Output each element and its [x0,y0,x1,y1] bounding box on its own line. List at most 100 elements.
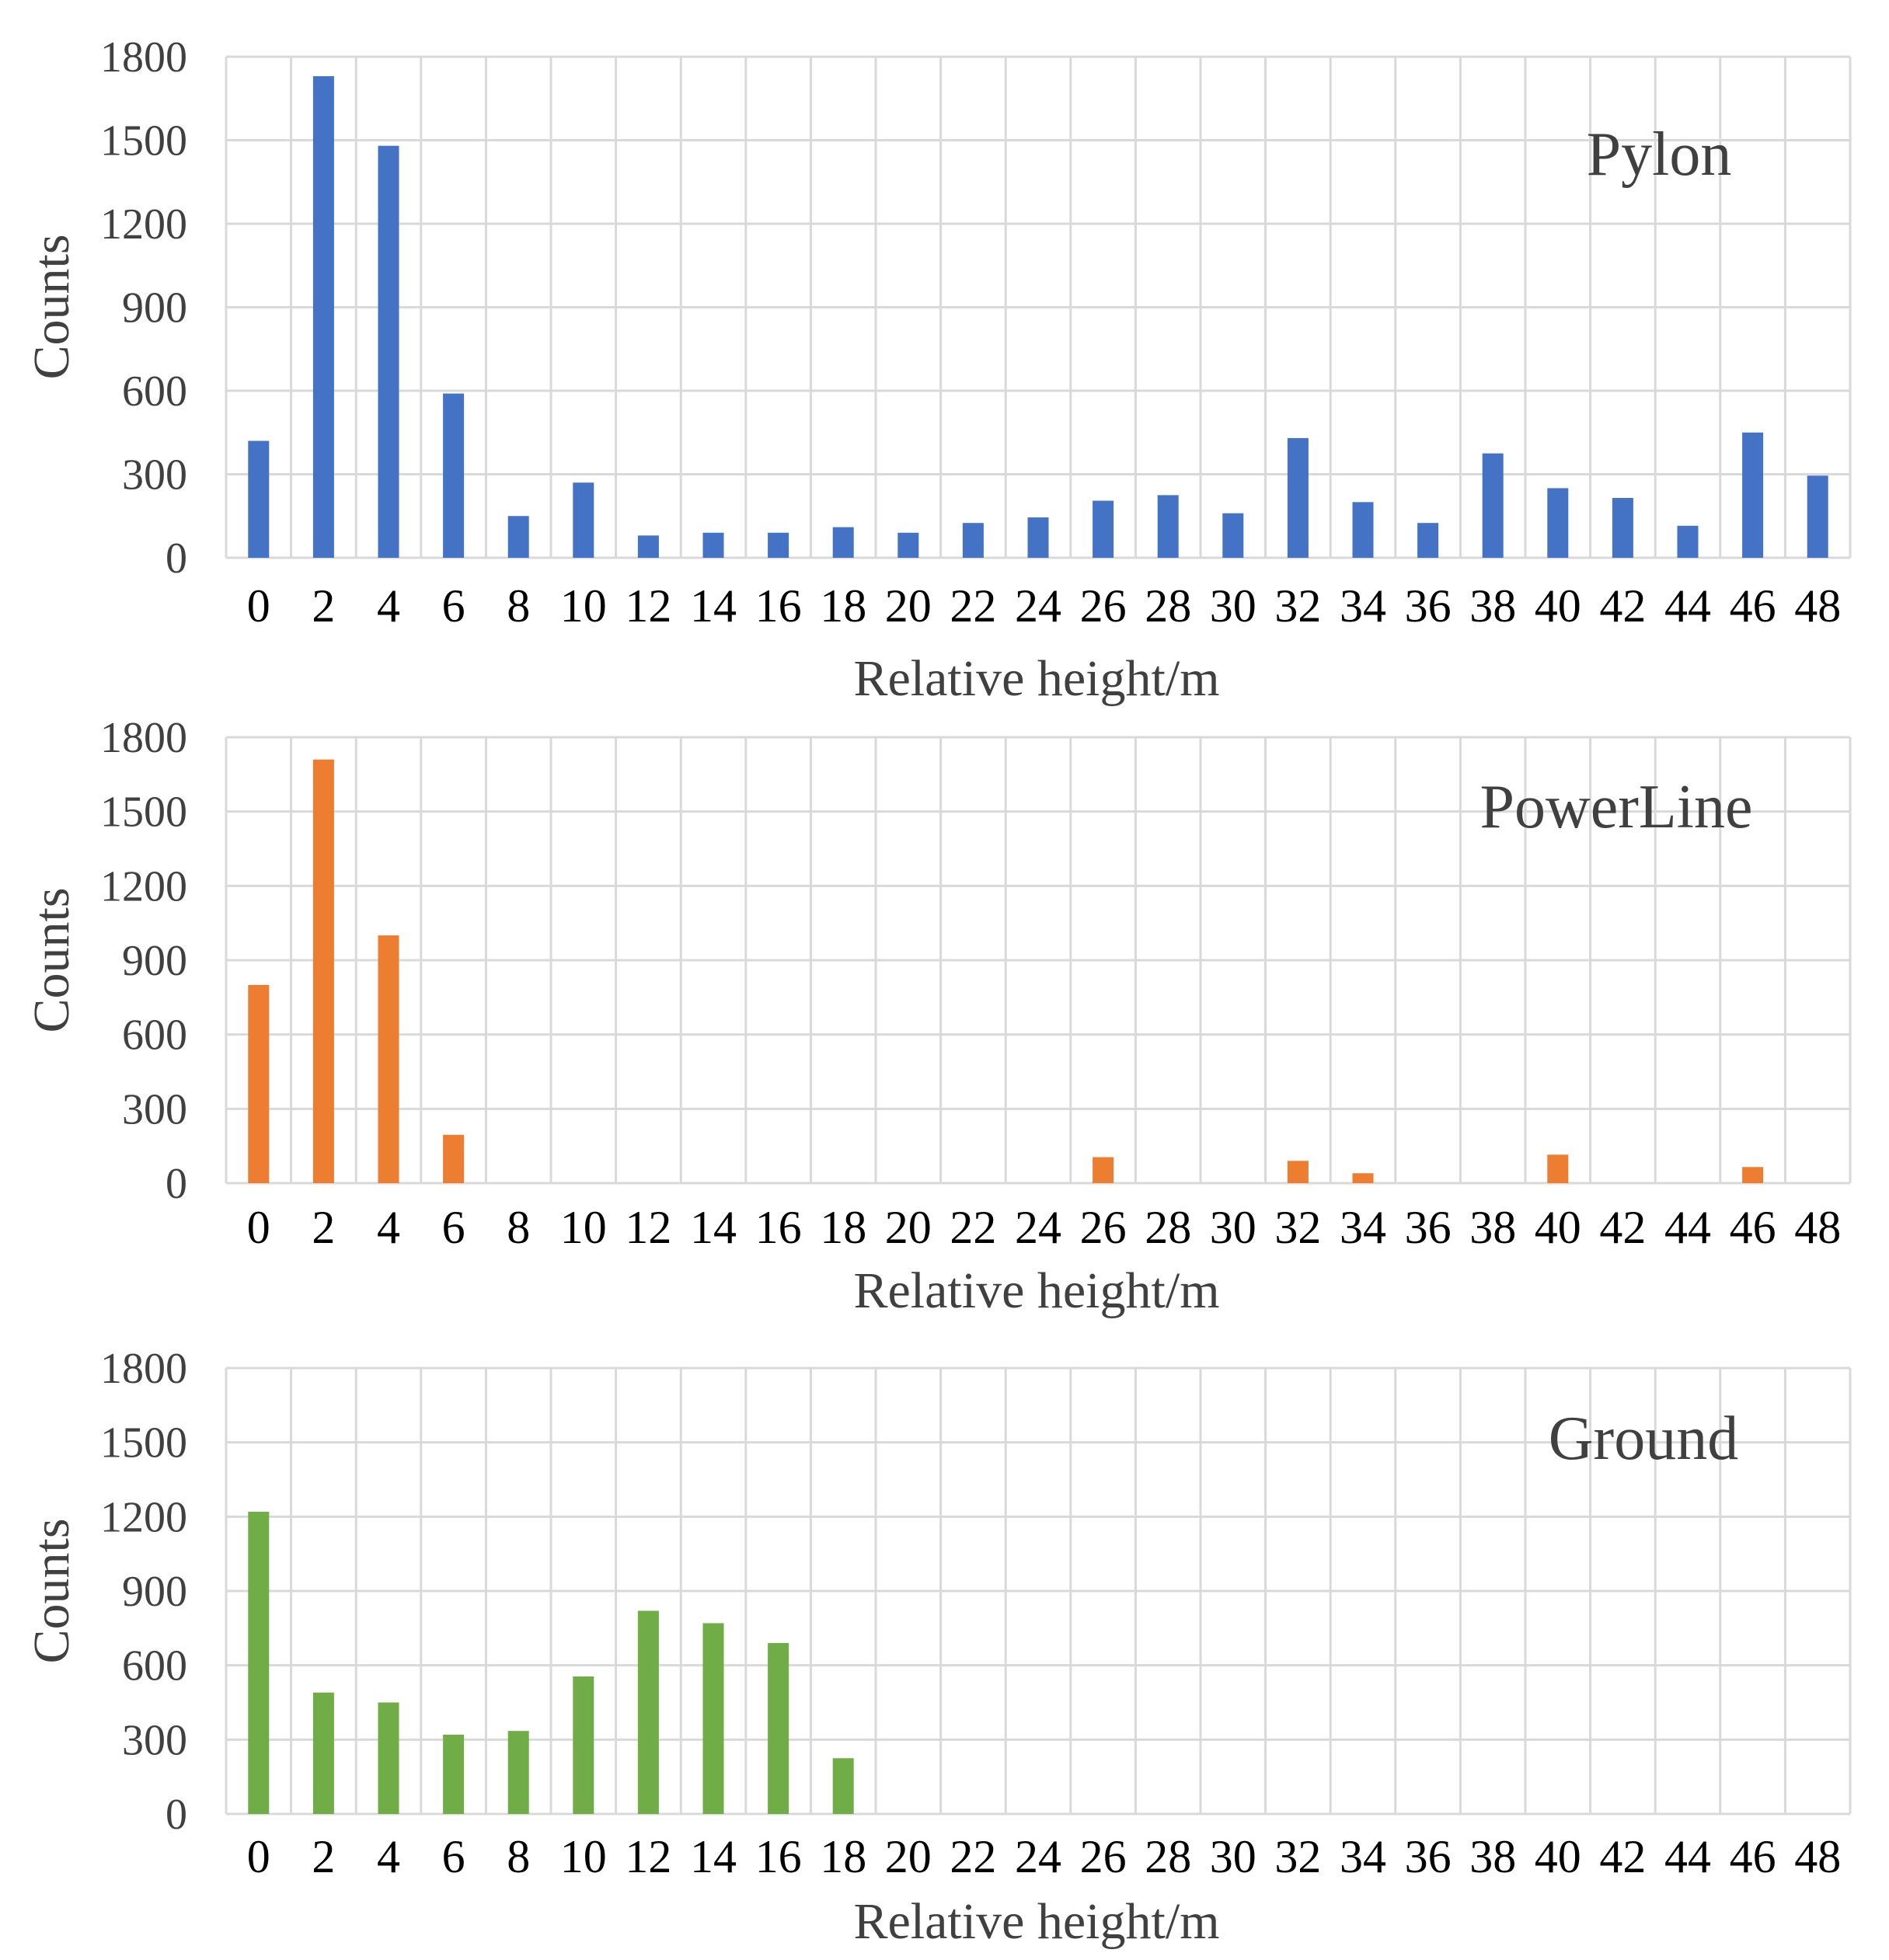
panel-3-bar [443,1734,465,1814]
panel-2-x-tick-label: 26 [1080,1202,1127,1253]
panel-1-x-tick-label: 28 [1145,580,1191,632]
panel-2-x-tick-label: 40 [1535,1202,1581,1253]
panel-3-x-tick-label: 48 [1794,1831,1841,1882]
panel-2-x-tick-label: 38 [1469,1202,1516,1253]
panel-2-bar [1547,1154,1569,1183]
panel-2-x-tick-label: 16 [755,1202,802,1253]
panel-2-x-tick-label: 20 [885,1202,932,1253]
panel-2-y-tick-label: 1500 [100,789,187,837]
panel-3-x-tick-label: 22 [950,1831,996,1882]
panel-2-x-tick-label: 10 [560,1202,607,1253]
panel-1-bar [832,527,854,558]
panel-2-y-tick-label: 1800 [100,714,187,762]
panel-3-title: Ground [1549,1405,1738,1473]
panel-2-x-tick-label: 46 [1730,1202,1776,1253]
panel-2-x-tick-label: 8 [507,1202,530,1253]
panel-2-bar [312,759,334,1183]
panel-3-x-tick-label: 42 [1599,1831,1646,1882]
panel-1-bar [962,523,984,558]
panel-1-x-tick-label: 26 [1080,580,1127,632]
panel-1-bar [1352,502,1374,558]
panel-1-x-tick-label: 4 [377,580,400,632]
panel-3-x-tick-label: 28 [1145,1831,1191,1882]
panel-2-x-tick-label: 42 [1599,1202,1646,1253]
panel-1-x-tick-label: 30 [1210,580,1256,632]
panel-3-x-tick-label: 18 [820,1831,866,1882]
panel-3-x-tick-label: 20 [885,1831,932,1882]
panel-1-x-tick-label: 46 [1730,580,1776,632]
panel-3-y-tick-label: 1500 [100,1419,187,1467]
panel-1-y-tick-label: 1200 [100,200,187,249]
panel-3-bar [507,1731,529,1814]
panel-1-y-tick-label: 0 [166,534,187,583]
panel-3-x-tick-label: 8 [507,1831,530,1882]
panel-3-y-tick-label: 1200 [100,1493,187,1541]
panel-1-x-tick-label: 36 [1405,580,1452,632]
panel-1-bar [1417,523,1439,558]
panel-2-x-tick-label: 44 [1664,1202,1711,1253]
panel-2-bar [443,1134,465,1183]
panel-3-y-tick-label: 900 [122,1568,187,1616]
panel-2-bar [1287,1161,1309,1183]
panel-1-bar [1677,525,1699,558]
panel-3-x-tick-label: 2 [312,1831,335,1882]
panel-1-x-tick-label: 12 [625,580,671,632]
panel-1-bar [312,76,334,559]
panel-1-x-tick-label: 14 [690,580,737,632]
panel-1-bar [573,482,594,558]
panel-1-x-tick-label: 44 [1664,580,1711,632]
panel-1-bar [1157,495,1179,558]
panel-2-x-tick-label: 4 [377,1202,400,1253]
panel-1-x-tick-label: 32 [1274,580,1321,632]
panel-2-y-axis-label: Counts [23,887,80,1032]
panel-2-bar [378,935,399,1183]
panel-3-bar [637,1610,659,1814]
panel-1-y-tick-label: 300 [122,451,187,500]
panel-2-bar [1742,1167,1764,1183]
panel-1-y-tick-label: 1800 [100,33,187,82]
panel-3-x-tick-label: 16 [755,1831,802,1882]
panel-2-y-tick-label: 300 [122,1085,187,1133]
panel-1-bar [1093,500,1114,558]
panel-1-bar [1807,475,1828,558]
panel-1-bar [1547,488,1569,558]
panel-1-y-tick-label: 1500 [100,117,187,165]
panel-2-x-tick-label: 34 [1340,1202,1386,1253]
panel-1-x-tick-label: 2 [312,580,335,632]
panel-1-bar [248,440,270,558]
panel-2-x-tick-label: 14 [690,1202,737,1253]
panel-1-bar [637,535,659,558]
panel-1-bar [1027,517,1049,558]
panel-1-bar [768,532,789,558]
panel-1-bar [1482,453,1504,558]
panel-1-x-tick-label: 8 [507,580,530,632]
panel-3-x-axis-label: Relative height/m [853,1893,1219,1950]
panel-2-y-tick-label: 0 [166,1160,187,1208]
panel-1-x-tick-label: 16 [755,580,802,632]
panel-1-x-tick-label: 18 [820,580,866,632]
panel-2-x-tick-label: 12 [625,1202,671,1253]
panel-1-bar [702,532,724,558]
panel-2-x-tick-label: 48 [1794,1202,1841,1253]
panel-2-x-tick-label: 28 [1145,1202,1191,1253]
panel-1-x-tick-label: 34 [1340,580,1386,632]
panel-3-x-tick-label: 38 [1469,1831,1516,1882]
panel-1-bar [443,393,465,558]
panel-2-y-tick-label: 600 [122,1011,187,1060]
panel-2-x-tick-label: 24 [1015,1202,1061,1253]
panel-3-x-tick-label: 46 [1730,1831,1776,1882]
panel-3-x-tick-label: 0 [247,1831,270,1882]
panel-1-x-tick-label: 38 [1469,580,1516,632]
panel-2-x-tick-label: 6 [442,1202,465,1253]
panel-2-x-tick-label: 2 [312,1202,335,1253]
panel-3-x-tick-label: 36 [1405,1831,1452,1882]
panel-3-x-tick-label: 24 [1015,1831,1061,1882]
panel-3-x-tick-label: 14 [690,1831,737,1882]
panel-1-bar [1222,513,1244,558]
panel-1-y-tick-label: 600 [122,367,187,416]
panel-1-x-tick-label: 20 [885,580,932,632]
panel-2-x-tick-label: 36 [1405,1202,1452,1253]
panel-2-x-tick-label: 18 [820,1202,866,1253]
panel-3-x-tick-label: 32 [1274,1831,1321,1882]
panel-1-x-tick-label: 0 [247,580,270,632]
